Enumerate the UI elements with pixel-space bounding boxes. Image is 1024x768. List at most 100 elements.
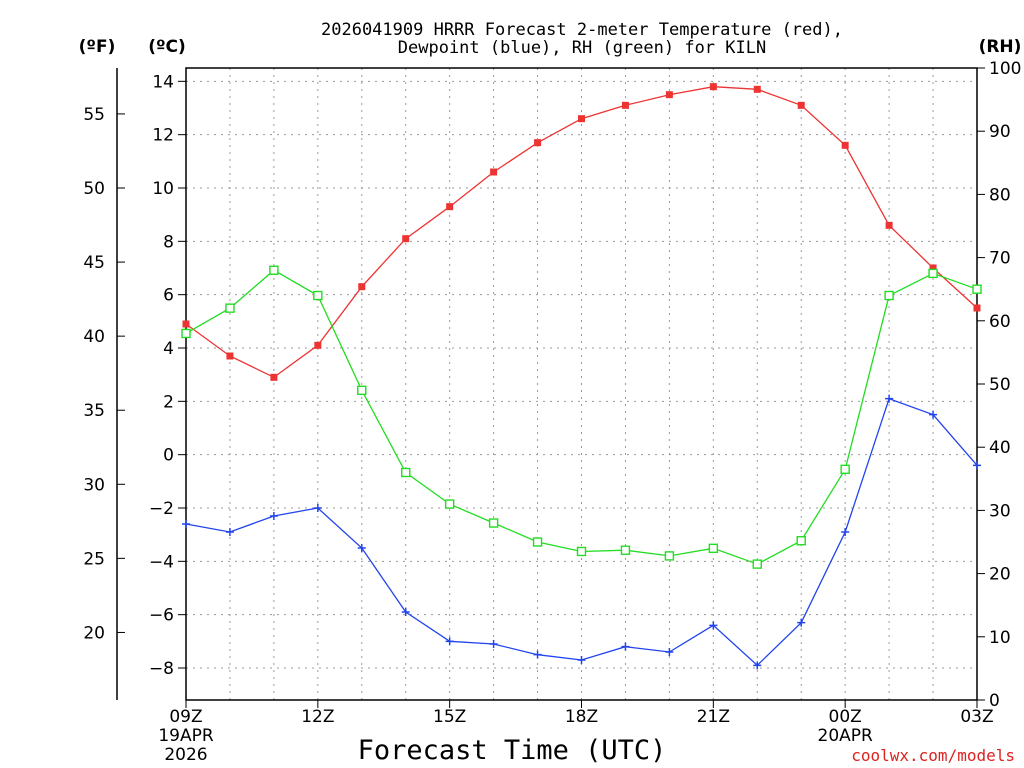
temperature-point [226, 352, 234, 360]
celsius-tick-label: −8 [149, 659, 174, 679]
dewpoint-point [973, 461, 981, 470]
axes: 14121086420−2−4−6−8555045403530252010090… [83, 59, 1021, 765]
temperature-point [314, 341, 322, 349]
rh-point [532, 537, 543, 547]
chart-title-line: Dewpoint (blue), RH (green) for KILN [398, 38, 766, 58]
axis-unit-labels: (ºF) (ºC) (RH) [79, 37, 1022, 57]
dewpoint-point [885, 394, 894, 403]
fahrenheit-tick-label: 45 [83, 253, 105, 273]
rh-point [708, 543, 719, 554]
rh-unit-label: (RH) [979, 37, 1022, 57]
dewpoint-point [313, 504, 322, 512]
data-series [181, 83, 982, 670]
rh-point [225, 303, 235, 313]
celsius-tick-label: 12 [152, 126, 174, 146]
fahrenheit-tick-label: 50 [83, 179, 105, 199]
series-rh [181, 265, 982, 569]
fahrenheit-unit-label: (ºF) [79, 37, 116, 57]
x-tick-label: 20APR [818, 726, 874, 746]
x-tick-label: 18Z [565, 707, 598, 727]
dewpoint-point [665, 648, 674, 656]
x-tick-label: 15Z [433, 707, 466, 727]
dewpoint-point [357, 544, 366, 552]
fahrenheit-tick-label: 40 [83, 327, 105, 347]
rh-tick-label: 0 [989, 691, 1000, 711]
fahrenheit-tick-label: 55 [83, 105, 105, 125]
celsius-tick-label: −6 [149, 606, 174, 626]
temperature-point [578, 115, 585, 123]
chart-title-line: 2026041909 HRRR Forecast 2-meter Tempera… [321, 20, 843, 40]
rh-point [488, 518, 499, 528]
x-tick-label: 19APR [158, 726, 214, 746]
celsius-tick-label: 14 [152, 72, 174, 92]
x-tick-label: 03Z [960, 707, 993, 727]
rh-point [444, 499, 455, 509]
rh-tick-label: 30 [989, 501, 1011, 521]
fahrenheit-tick-label: 35 [83, 401, 105, 421]
x-axis-label: Forecast Time (UTC) [358, 735, 667, 766]
series-2-meter-temperature [182, 83, 981, 381]
rh-tick-label: 70 [989, 249, 1011, 269]
rh-point [269, 265, 279, 275]
x-tick-label: 12Z [301, 707, 334, 727]
rh-point [664, 551, 675, 561]
celsius-unit-label: (ºC) [148, 37, 186, 57]
rh-point [357, 385, 367, 396]
temperature-point [358, 283, 366, 291]
dewpoint-point [182, 520, 190, 528]
temperature-point [973, 304, 981, 312]
celsius-tick-label: 4 [163, 339, 174, 359]
rh-tick-label: 90 [989, 122, 1011, 142]
celsius-tick-label: −2 [149, 499, 174, 519]
dewpoint-point [577, 656, 586, 664]
rh-point [928, 268, 938, 279]
temperature-point [709, 83, 717, 91]
temperature-point [929, 264, 937, 272]
dewpoint-point [621, 642, 630, 651]
dewpoint-point [445, 637, 454, 646]
temperature-point [621, 101, 629, 109]
rh-tick-label: 50 [989, 375, 1011, 395]
celsius-tick-label: 10 [152, 179, 174, 199]
dewpoint-point [225, 528, 234, 536]
temperature-point [885, 221, 893, 229]
x-tick-label: 2026 [164, 745, 207, 765]
dewpoint-point [841, 528, 850, 536]
rh-point [576, 546, 587, 557]
rh-tick-label: 60 [989, 312, 1011, 332]
rh-tick-label: 40 [989, 438, 1011, 458]
rh-tick-label: 10 [989, 628, 1011, 648]
rh-point [752, 559, 762, 569]
temperature-point [841, 141, 849, 149]
rh-point [181, 328, 191, 339]
series-dewpoint [182, 394, 981, 670]
x-tick-label: 09Z [169, 707, 202, 727]
dewpoint-point [753, 661, 762, 670]
rh-point [884, 290, 894, 301]
fahrenheit-tick-label: 30 [83, 475, 105, 495]
temperature-point [534, 139, 542, 147]
series-line [185, 86, 978, 379]
x-tick-label: 21Z [697, 707, 730, 727]
dewpoint-point [489, 640, 498, 648]
rh-tick-label: 100 [989, 59, 1021, 79]
dewpoint-point [269, 512, 278, 520]
temperature-point [797, 101, 805, 109]
x-tick-label: 00Z [829, 707, 862, 727]
temperature-point [182, 320, 190, 328]
temperature-point [446, 203, 454, 211]
temperature-point [665, 91, 673, 99]
dewpoint-point [533, 650, 542, 659]
temperature-point [490, 168, 498, 176]
rh-tick-label: 20 [989, 565, 1011, 585]
rh-point [620, 545, 631, 555]
rh-point [840, 464, 850, 475]
dewpoint-point [797, 618, 806, 627]
fahrenheit-tick-label: 20 [83, 623, 105, 643]
rh-point [796, 536, 806, 546]
dewpoint-point [401, 608, 410, 616]
celsius-tick-label: 8 [163, 232, 174, 252]
temperature-point [753, 85, 761, 93]
credit-text: coolwx.com/models [851, 746, 1015, 765]
